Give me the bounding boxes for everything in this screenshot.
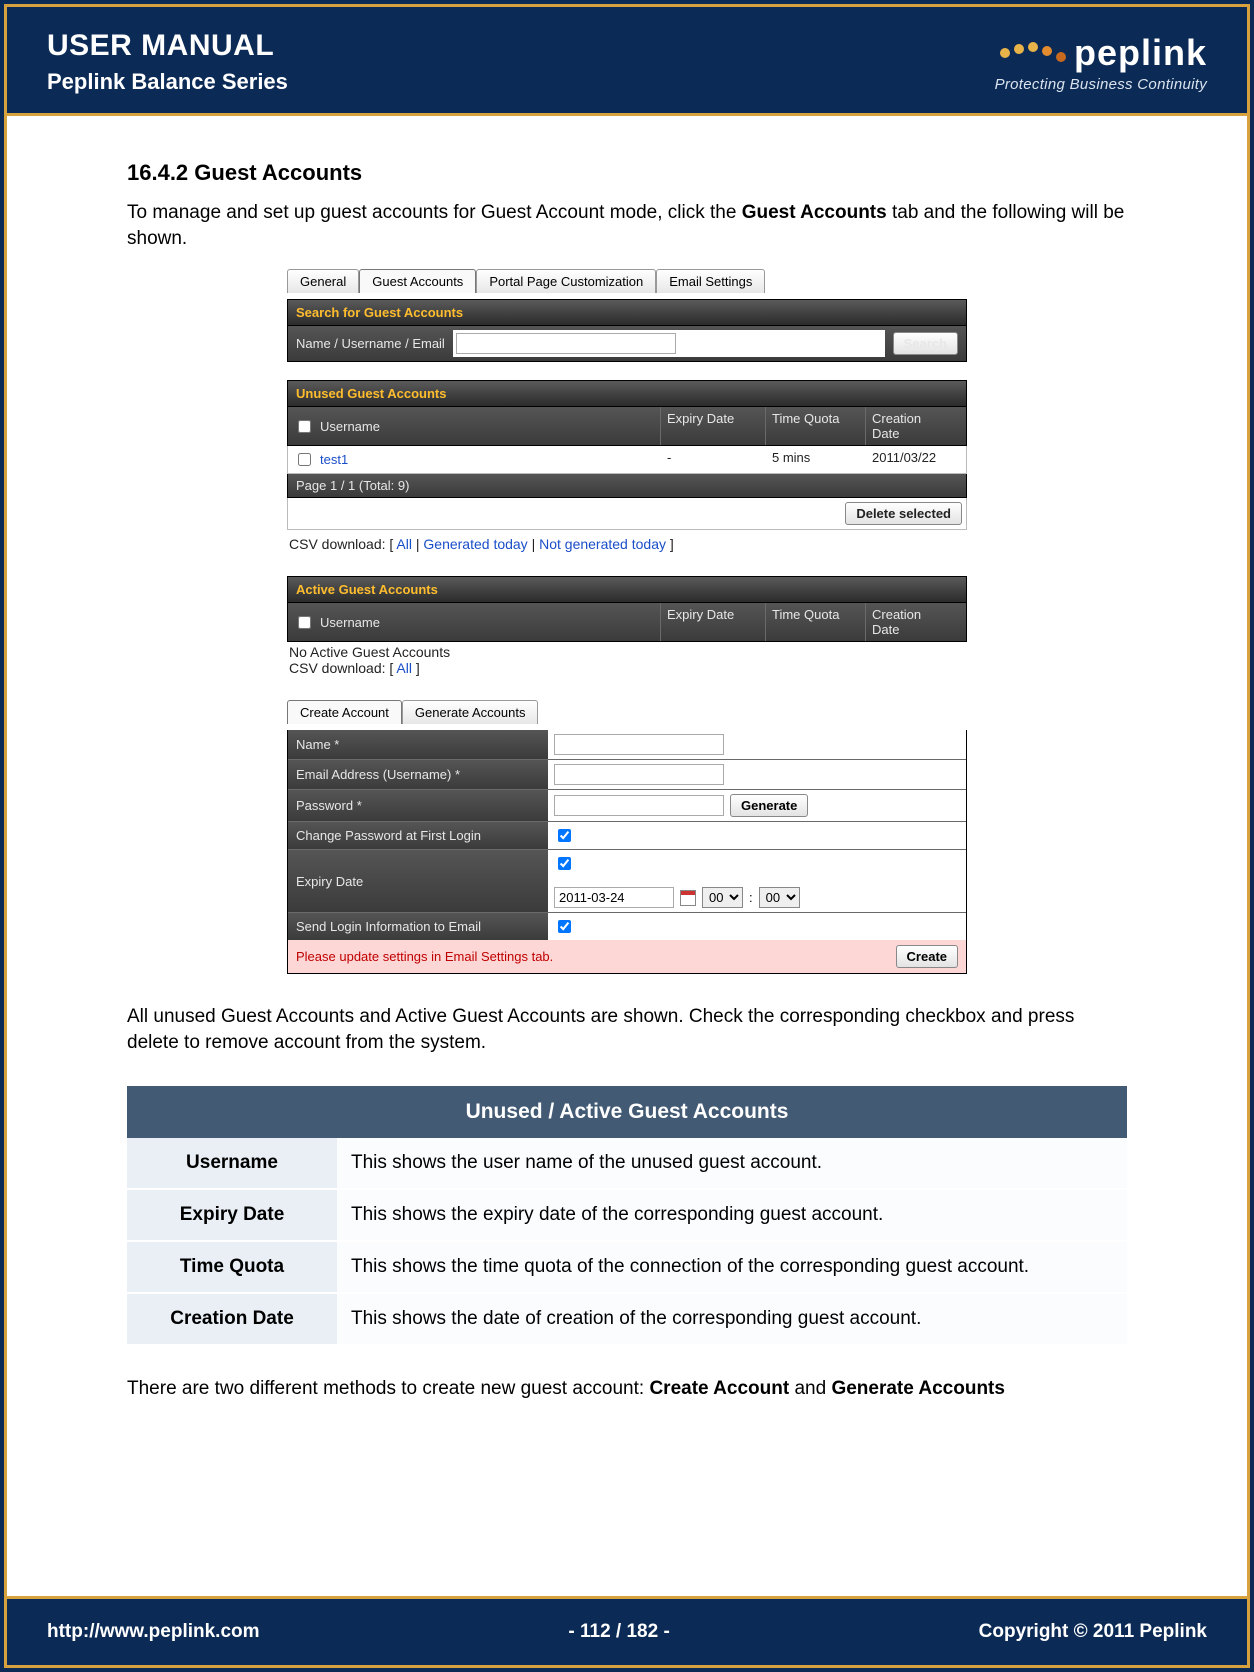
intro-bold: Guest Accounts bbox=[742, 202, 887, 223]
search-label: Name / Username / Email bbox=[296, 336, 445, 351]
reftable-val: This shows the user name of the unused g… bbox=[337, 1138, 1127, 1189]
col-expiry: Expiry Date bbox=[661, 407, 766, 445]
csv-generated-link[interactable]: Generated today bbox=[423, 536, 527, 552]
unused-button-bar: Delete selected bbox=[287, 498, 967, 530]
col-creation: Creation Date bbox=[866, 407, 966, 445]
brand-name: peplink bbox=[1074, 32, 1207, 74]
section-heading: 16.4.2 Guest Accounts bbox=[127, 160, 1127, 186]
tab-general[interactable]: General bbox=[287, 269, 359, 293]
manual-title: USER MANUAL bbox=[47, 29, 288, 63]
para3-bold-2: Generate Accounts bbox=[831, 1378, 1005, 1399]
email-settings-warning-row: Please update settings in Email Settings… bbox=[288, 940, 966, 973]
email-settings-warning: Please update settings in Email Settings… bbox=[296, 949, 553, 964]
paragraph-2: All unused Guest Accounts and Active Gue… bbox=[127, 1004, 1127, 1055]
password-input[interactable] bbox=[554, 795, 724, 816]
reftable-key: Username bbox=[127, 1138, 337, 1189]
change-password-checkbox[interactable] bbox=[558, 829, 571, 842]
brand-logo: peplink bbox=[995, 32, 1207, 74]
paragraph-3: There are two different methods to creat… bbox=[127, 1376, 1127, 1402]
delete-selected-button[interactable]: Delete selected bbox=[845, 502, 962, 525]
intro-text: To manage and set up guest accounts for … bbox=[127, 202, 742, 223]
unused-table-row: test1 - 5 mins 2011/03/22 bbox=[287, 446, 967, 474]
reference-table: Unused / Active Guest Accounts Username … bbox=[127, 1086, 1127, 1346]
tab-guest-accounts[interactable]: Guest Accounts bbox=[359, 269, 476, 293]
select-all-active-checkbox[interactable] bbox=[298, 616, 311, 629]
unused-panel-title: Unused Guest Accounts bbox=[287, 380, 967, 407]
expiry-hour-select[interactable]: 00 bbox=[702, 887, 743, 908]
csv-all-link[interactable]: All bbox=[396, 536, 412, 552]
manual-subtitle: Peplink Balance Series bbox=[47, 69, 288, 95]
name-label: Name * bbox=[288, 732, 548, 757]
reftable-val: This shows the expiry date of the corres… bbox=[337, 1189, 1127, 1241]
col-username: Username bbox=[320, 419, 380, 434]
csv-all-link[interactable]: All bbox=[396, 660, 412, 676]
page-footer: http://www.peplink.com - 112 / 182 - Cop… bbox=[7, 1596, 1247, 1665]
active-csv-line: CSV download: [ All ] bbox=[289, 660, 965, 676]
expiry-checkbox[interactable] bbox=[558, 857, 571, 870]
search-row: Name / Username / Email Search bbox=[287, 326, 967, 362]
tab-generate-accounts[interactable]: Generate Accounts bbox=[402, 700, 539, 724]
row-quota: 5 mins bbox=[766, 446, 866, 473]
name-input[interactable] bbox=[554, 734, 724, 755]
create-tabstrip: Create Account Generate Accounts bbox=[287, 700, 967, 724]
expiry-minute-select[interactable]: 00 bbox=[759, 887, 800, 908]
calendar-icon[interactable] bbox=[680, 890, 696, 906]
reftable-val: This shows the date of creation of the c… bbox=[337, 1293, 1127, 1345]
change-password-label: Change Password at First Login bbox=[288, 823, 548, 848]
search-panel-title: Search for Guest Accounts bbox=[287, 299, 967, 326]
reftable-key: Expiry Date bbox=[127, 1189, 337, 1241]
tab-portal-customization[interactable]: Portal Page Customization bbox=[476, 269, 656, 293]
select-all-unused-checkbox[interactable] bbox=[298, 420, 311, 433]
active-empty-text: No Active Guest Accounts bbox=[289, 644, 965, 660]
embedded-ui: General Guest Accounts Portal Page Custo… bbox=[287, 269, 967, 974]
expiry-label: Expiry Date bbox=[288, 869, 548, 894]
email-label: Email Address (Username) * bbox=[288, 762, 548, 787]
tab-email-settings[interactable]: Email Settings bbox=[656, 269, 765, 293]
reftable-key: Time Quota bbox=[127, 1241, 337, 1293]
reftable-val: This shows the time quota of the connect… bbox=[337, 1241, 1127, 1293]
row-creation: 2011/03/22 bbox=[866, 446, 966, 473]
expiry-date-input[interactable] bbox=[554, 887, 674, 908]
brand-tagline: Protecting Business Continuity bbox=[995, 76, 1207, 93]
password-label: Password * bbox=[288, 793, 548, 818]
unused-table-header: Username Expiry Date Time Quota Creation… bbox=[287, 407, 967, 446]
row-checkbox[interactable] bbox=[298, 453, 311, 466]
intro-paragraph: To manage and set up guest accounts for … bbox=[127, 200, 1127, 251]
col-expiry: Expiry Date bbox=[661, 603, 766, 641]
footer-copyright: Copyright © 2011 Peplink bbox=[979, 1621, 1207, 1643]
send-email-checkbox[interactable] bbox=[558, 920, 571, 933]
search-button[interactable]: Search bbox=[893, 332, 958, 355]
csv-not-generated-link[interactable]: Not generated today bbox=[539, 536, 666, 552]
row-expiry: - bbox=[661, 446, 766, 473]
send-email-label: Send Login Information to Email bbox=[288, 914, 548, 939]
reftable-key: Creation Date bbox=[127, 1293, 337, 1345]
footer-page: - 112 / 182 - bbox=[568, 1621, 669, 1643]
create-button[interactable]: Create bbox=[896, 945, 958, 968]
unused-csv-line: CSV download: [ All | Generated today | … bbox=[287, 530, 967, 558]
col-username: Username bbox=[320, 615, 380, 630]
page-header: USER MANUAL Peplink Balance Series pepli… bbox=[7, 7, 1247, 116]
generate-password-button[interactable]: Generate bbox=[730, 794, 808, 817]
time-colon: : bbox=[749, 890, 753, 905]
reftable-title: Unused / Active Guest Accounts bbox=[127, 1086, 1127, 1138]
logo-dots-icon bbox=[1000, 42, 1066, 52]
col-creation: Creation Date bbox=[866, 603, 966, 641]
col-quota: Time Quota bbox=[766, 603, 866, 641]
create-account-form: Name * Email Address (Username) * Passwo… bbox=[287, 730, 967, 974]
search-input[interactable] bbox=[456, 333, 676, 354]
para3-bold-1: Create Account bbox=[649, 1378, 789, 1399]
main-tabstrip: General Guest Accounts Portal Page Custo… bbox=[287, 269, 967, 293]
username-link[interactable]: test1 bbox=[320, 452, 348, 467]
active-table-header: Username Expiry Date Time Quota Creation… bbox=[287, 603, 967, 642]
footer-url: http://www.peplink.com bbox=[47, 1621, 260, 1643]
col-quota: Time Quota bbox=[766, 407, 866, 445]
tab-create-account[interactable]: Create Account bbox=[287, 700, 402, 724]
active-panel-title: Active Guest Accounts bbox=[287, 576, 967, 603]
unused-pager: Page 1 / 1 (Total: 9) bbox=[287, 474, 967, 498]
email-input[interactable] bbox=[554, 764, 724, 785]
